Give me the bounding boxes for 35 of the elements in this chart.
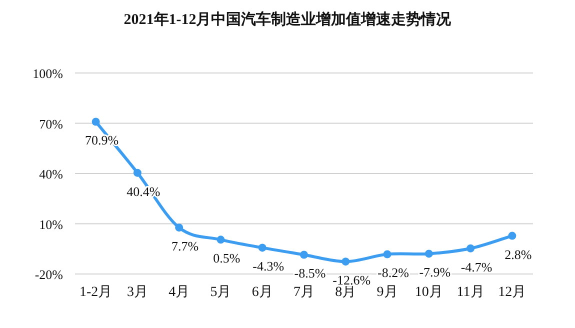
x-tick-label: 7月 xyxy=(294,285,314,300)
data-label: -4.7% xyxy=(460,259,492,274)
point xyxy=(258,244,266,252)
data-label: 2.8% xyxy=(504,246,532,262)
point xyxy=(508,232,516,240)
point xyxy=(300,250,308,259)
x-tick-label: 5月 xyxy=(210,285,232,300)
y-tick-label: 40% xyxy=(39,166,64,182)
point xyxy=(175,224,184,232)
x-tick-label: 11月 xyxy=(456,285,484,300)
y-tick-label: -20% xyxy=(34,267,64,282)
data-label: -8.5% xyxy=(294,266,326,281)
point xyxy=(466,244,475,252)
y-tick-label: 10% xyxy=(39,216,64,232)
x-tick-label: 3月 xyxy=(126,285,148,300)
data-label: -4.3% xyxy=(252,258,284,274)
x-tick-label: 10月 xyxy=(414,285,443,300)
point xyxy=(216,236,225,244)
x-tick-label: 12月 xyxy=(498,285,526,300)
data-label: -8.2% xyxy=(378,265,410,280)
x-tick-label: 4月 xyxy=(168,285,190,300)
point xyxy=(424,250,433,258)
data-label: 0.5% xyxy=(213,250,240,266)
y-tick-label: 70% xyxy=(39,116,64,132)
y-tick-label: 100% xyxy=(32,66,64,81)
x-tick-label: 1-2月 xyxy=(79,285,112,300)
point xyxy=(133,168,142,177)
x-tick-label: 9月 xyxy=(376,285,398,300)
data-label: -7.9% xyxy=(419,264,451,280)
point xyxy=(383,250,392,258)
data-label: 7.7% xyxy=(172,238,199,254)
x-tick-label: 6月 xyxy=(252,285,273,300)
point xyxy=(342,258,350,266)
point xyxy=(92,118,100,126)
chart-title: 2021年1-12月中国汽车制造业增加值增速走势情况 xyxy=(124,10,452,28)
